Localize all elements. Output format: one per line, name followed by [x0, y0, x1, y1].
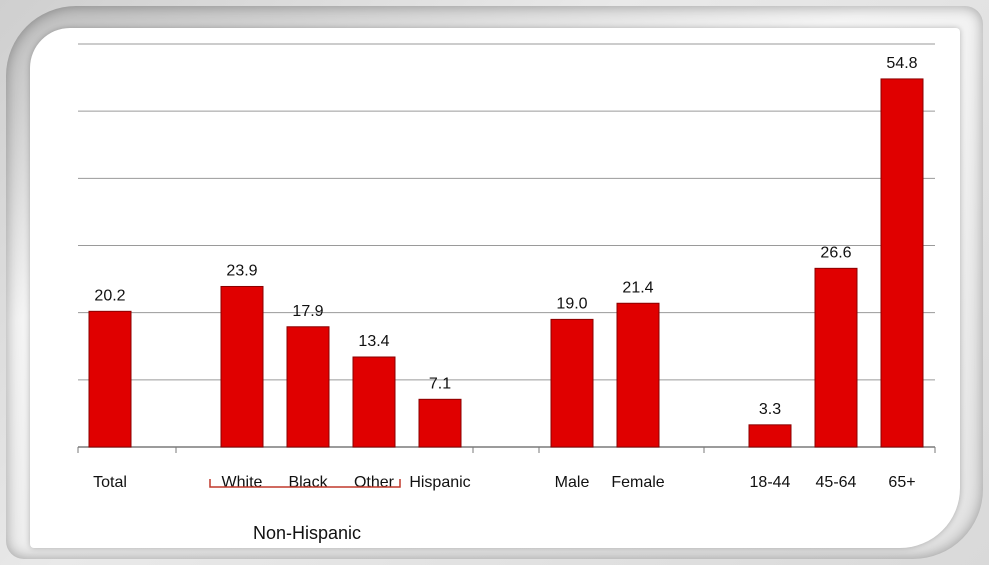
bar-black: [286, 326, 330, 448]
category-label: Total: [93, 474, 127, 491]
value-label: 20.2: [94, 287, 125, 304]
category-label: Hispanic: [409, 474, 470, 491]
category-label: 65+: [888, 474, 915, 491]
category-label: Female: [611, 474, 664, 491]
value-label: 26.6: [820, 244, 851, 261]
bar-other: [352, 356, 396, 448]
value-labels: 20.2 23.9 17.9 13.4 7.1 19.0 21.4 3.3 26.6 54.8: [94, 55, 917, 418]
value-label: 13.4: [358, 333, 389, 350]
value-label: 23.9: [226, 262, 257, 279]
group-bracket: [209, 479, 401, 488]
bar-18-44: [748, 424, 792, 448]
bars: [88, 78, 924, 448]
category-label: Other: [354, 474, 395, 491]
value-label: 7.1: [429, 375, 451, 392]
bar-male: [550, 318, 594, 448]
value-label: 19.0: [556, 295, 587, 312]
group-label: Non-Hispanic: [253, 523, 361, 543]
bar-hispanic: [418, 398, 462, 448]
category-label: Male: [555, 474, 590, 491]
chart-panel: [30, 28, 960, 548]
category-label: 45-64: [816, 474, 857, 491]
value-label: 3.3: [759, 401, 781, 418]
category-label: White: [222, 474, 263, 491]
category-labels: Total White Black Other Hispanic Male Female 18…: [77, 447, 936, 491]
category-label: 18-44: [750, 474, 791, 491]
category-label: Black: [288, 474, 328, 491]
gridlines: [78, 43, 935, 381]
bar-female: [616, 302, 660, 448]
bar-total: [88, 310, 132, 448]
value-label: 54.8: [886, 55, 917, 72]
value-label: 21.4: [622, 279, 653, 296]
value-label: 17.9: [292, 303, 323, 320]
bar-45-64: [814, 267, 858, 448]
bar-65-: [880, 78, 924, 448]
bar-white: [220, 285, 264, 448]
